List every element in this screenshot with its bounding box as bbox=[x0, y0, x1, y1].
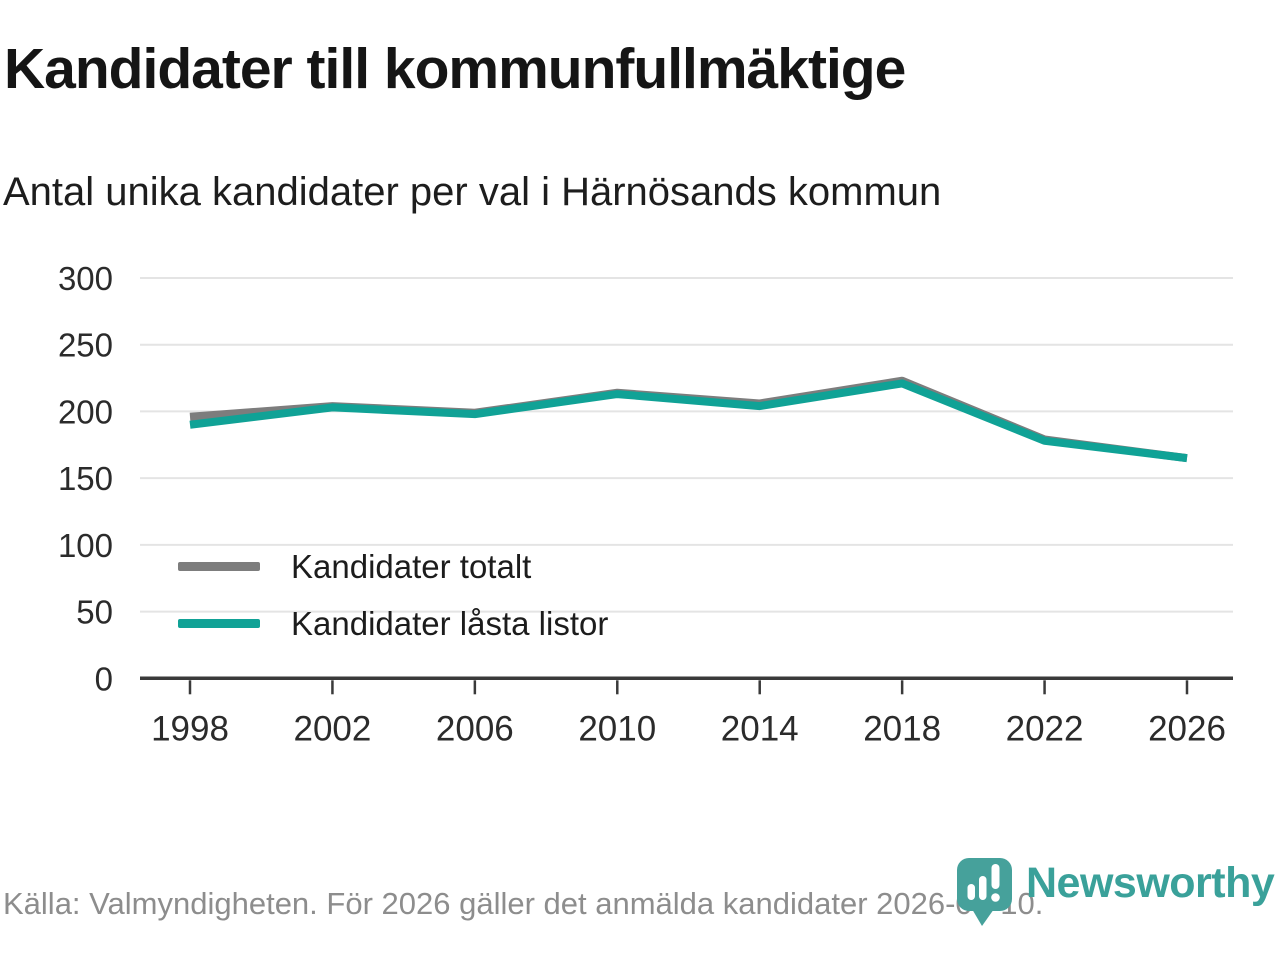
legend-label-total: Kandidater totalt bbox=[291, 547, 532, 585]
svg-text:2002: 2002 bbox=[293, 709, 371, 748]
svg-text:200: 200 bbox=[58, 393, 113, 430]
legend-item-total: Kandidater totalt bbox=[178, 538, 608, 595]
legend-swatch-total bbox=[178, 562, 260, 571]
newsworthy-logo: Newsworthy bbox=[956, 857, 1275, 927]
legend-item-locked-lists: Kandidater låsta listor bbox=[178, 595, 608, 652]
svg-text:2022: 2022 bbox=[1006, 709, 1084, 748]
newsworthy-wordmark: Newsworthy bbox=[1026, 859, 1275, 907]
svg-text:50: 50 bbox=[76, 594, 113, 631]
svg-text:0: 0 bbox=[95, 660, 113, 697]
chart-title: Kandidater till kommunfullmäktige bbox=[4, 37, 906, 101]
chart-subtitle: Antal unika kandidater per val i Härnösa… bbox=[3, 170, 942, 214]
svg-text:1998: 1998 bbox=[151, 709, 229, 748]
source-note: Källa: Valmyndigheten. För 2026 gäller d… bbox=[3, 886, 1044, 921]
chart-legend: Kandidater totalt Kandidater låsta listo… bbox=[178, 538, 608, 652]
svg-text:2010: 2010 bbox=[578, 709, 656, 748]
svg-text:300: 300 bbox=[58, 260, 113, 297]
line-chart: 0 50 100 150 200 250 300 1998 2002 2006 2010 2014 20… bbox=[58, 260, 1233, 748]
newsworthy-logo-icon bbox=[957, 858, 1012, 926]
legend-swatch-locked-lists bbox=[178, 619, 260, 628]
svg-text:150: 150 bbox=[58, 460, 113, 497]
svg-text:2006: 2006 bbox=[436, 709, 514, 748]
svg-text:250: 250 bbox=[58, 327, 113, 364]
svg-text:2018: 2018 bbox=[863, 709, 941, 748]
svg-text:2014: 2014 bbox=[721, 709, 799, 748]
legend-label-locked-lists: Kandidater låsta listor bbox=[291, 604, 609, 642]
svg-text:100: 100 bbox=[58, 527, 113, 564]
svg-text:2026: 2026 bbox=[1148, 709, 1226, 748]
